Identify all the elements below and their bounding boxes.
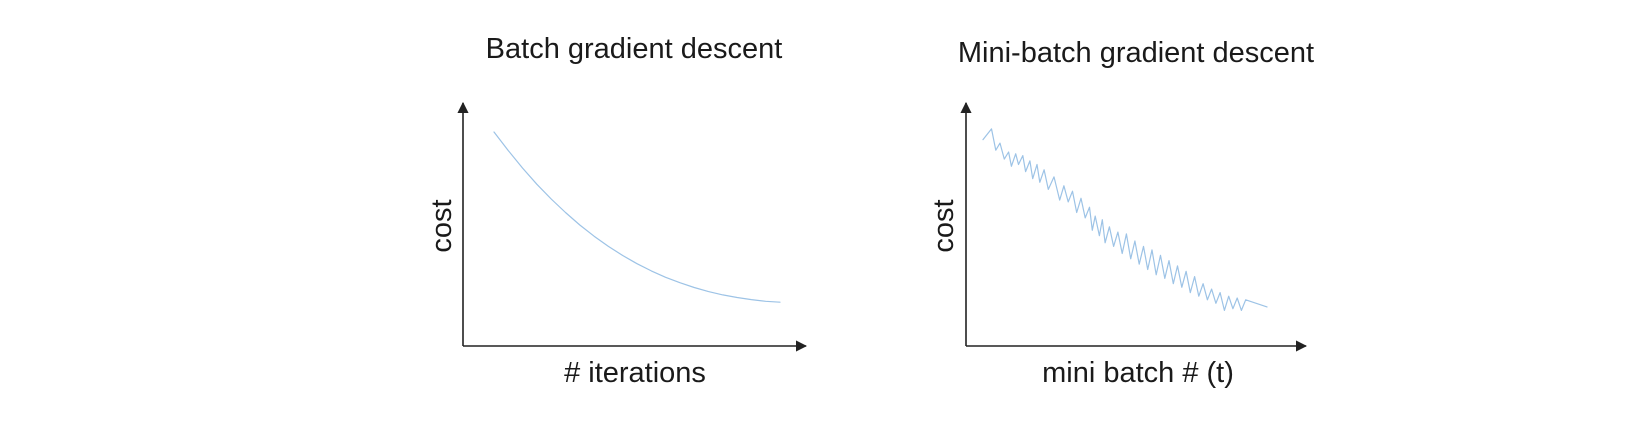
minibatch-gd-chart: Mini-batch gradient descent cost mini ba… — [928, 37, 1314, 389]
cost-curve-line — [982, 128, 1268, 311]
chart-title: Mini-batch gradient descent — [958, 37, 1314, 69]
cost-curve-line — [493, 131, 781, 303]
x-axis-label: # iterations — [564, 357, 706, 389]
chart-title: Batch gradient descent — [486, 33, 783, 65]
batch-gd-chart: Batch gradient descent cost # iterations — [426, 33, 808, 389]
y-axis-label: cost — [928, 199, 960, 252]
x-axis-label: mini batch # (t) — [1042, 357, 1234, 389]
y-axis-label: cost — [426, 199, 458, 252]
